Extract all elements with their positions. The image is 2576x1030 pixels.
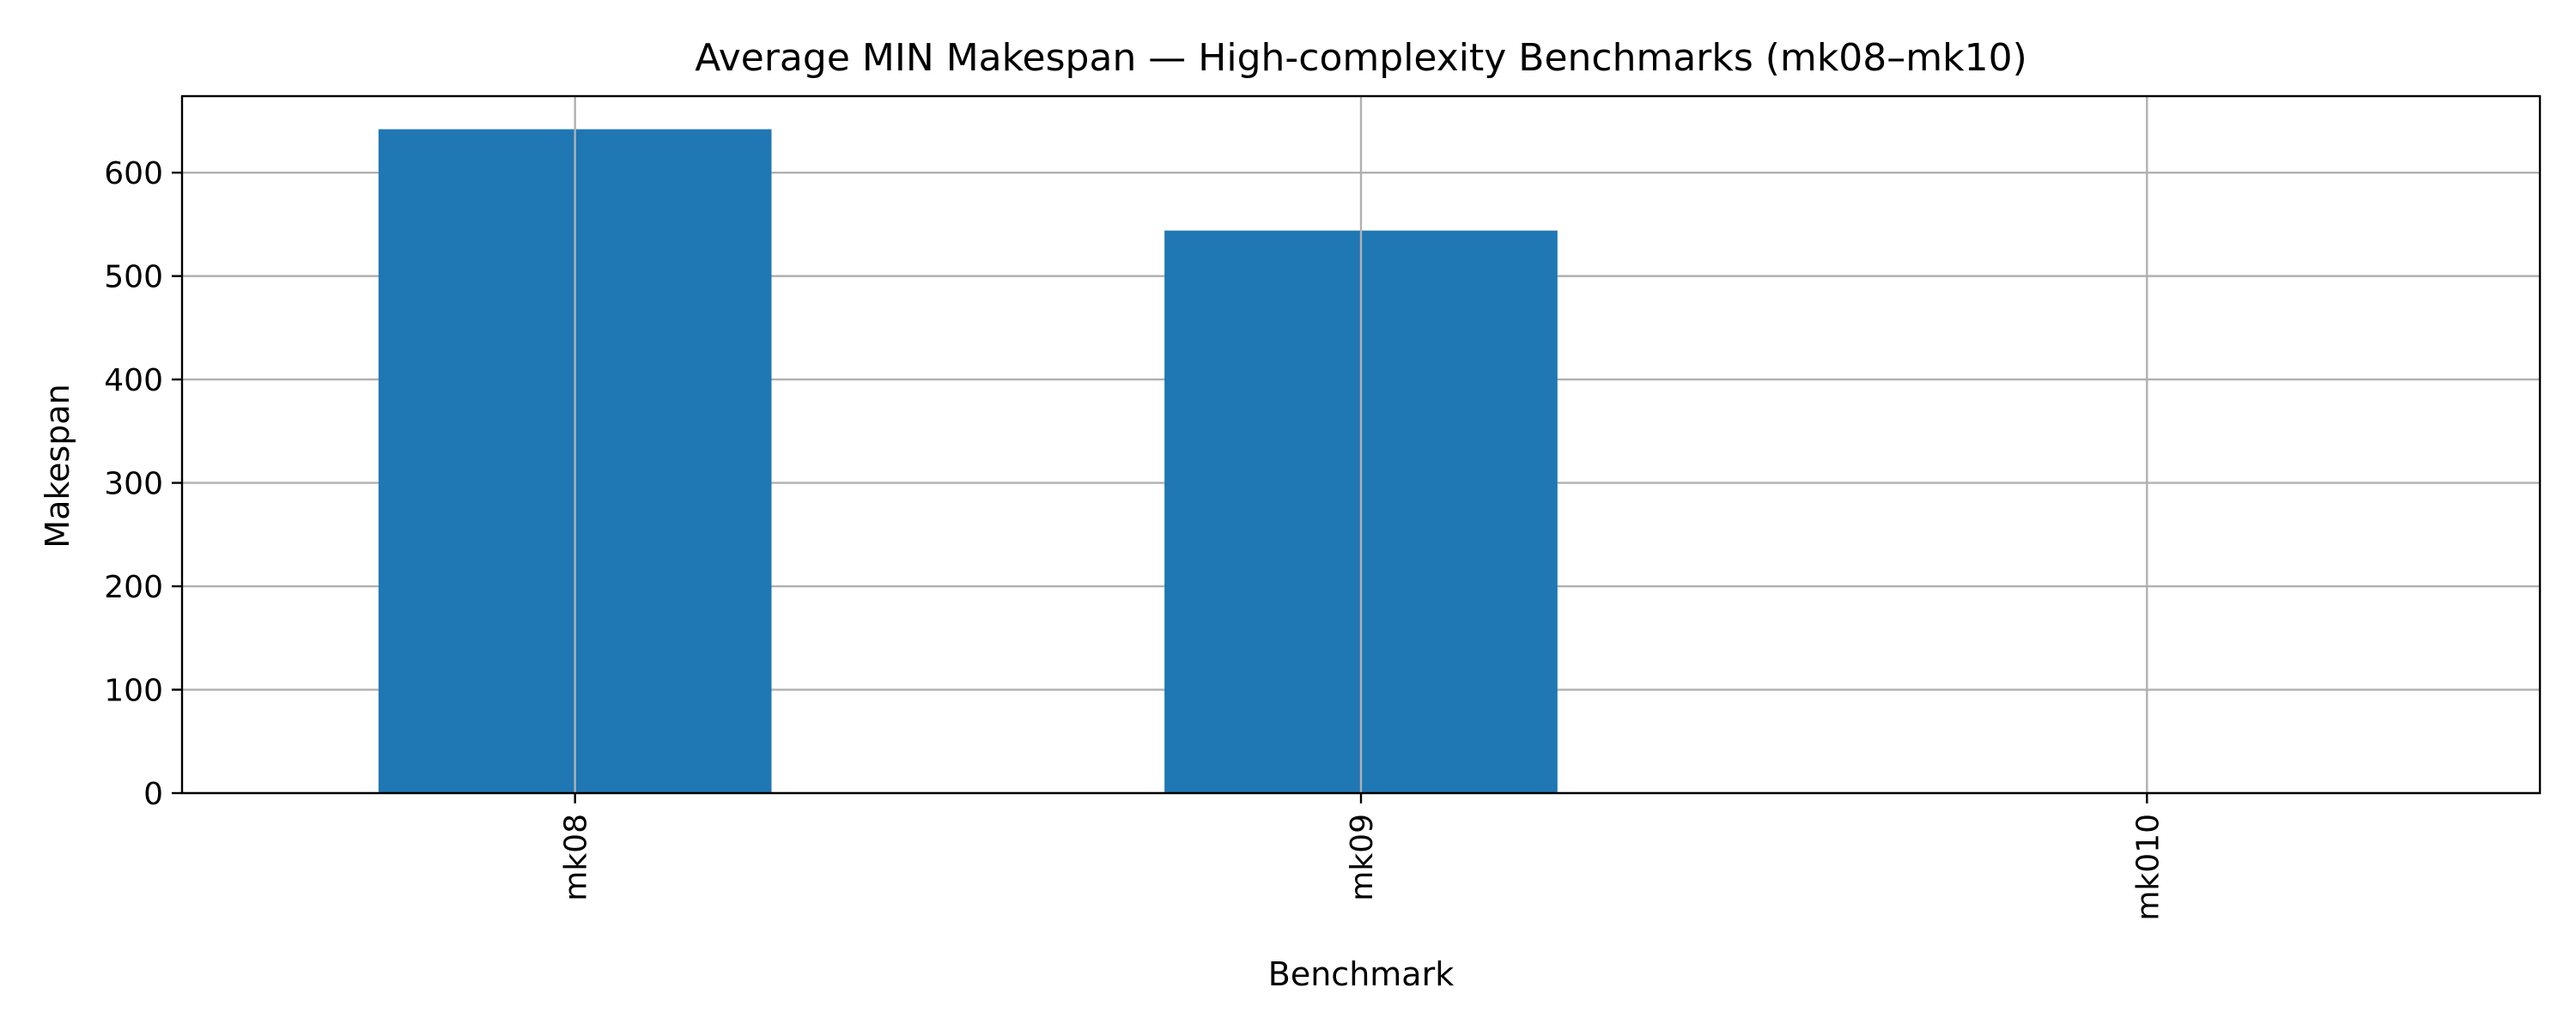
y-tick-label: 400 bbox=[104, 363, 163, 398]
y-tick-label: 500 bbox=[104, 260, 163, 295]
y-tick-label: 300 bbox=[104, 467, 163, 502]
y-tick-label: 100 bbox=[104, 674, 163, 709]
x-axis-ticks: mk08 mk09 mk010 bbox=[559, 793, 2166, 921]
chart-title: Average MIN Makespan — High-complexity B… bbox=[695, 36, 2027, 80]
vertical-grid bbox=[574, 96, 2148, 793]
y-tick-label: 0 bbox=[143, 777, 163, 812]
x-tick-label-mk09: mk09 bbox=[1345, 814, 1380, 901]
y-tick-label: 600 bbox=[104, 156, 163, 191]
y-axis-ticks: 0 100 200 300 400 500 600 bbox=[104, 156, 182, 812]
x-axis-label: Benchmark bbox=[1268, 955, 1454, 993]
y-tick-label: 200 bbox=[104, 570, 163, 605]
x-tick-label-mk010: mk010 bbox=[2130, 814, 2166, 921]
x-tick-label-mk08: mk08 bbox=[559, 814, 594, 901]
y-axis-label: Makespan bbox=[39, 384, 76, 548]
bars bbox=[378, 129, 1558, 794]
